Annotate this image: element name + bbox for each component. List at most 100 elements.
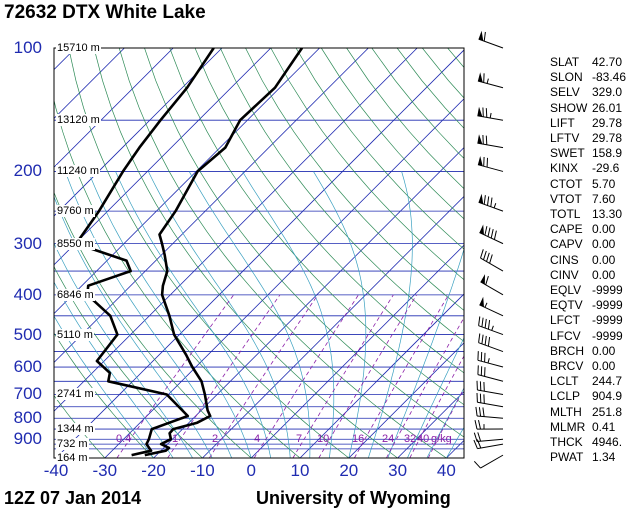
pressure-tick-label: 300	[13, 233, 42, 253]
pressure-tick-label: 400	[13, 284, 42, 304]
moist-adiabat	[367, 171, 413, 458]
mixing-ratio-label: 10	[317, 433, 330, 445]
index-name: LCLP	[550, 389, 581, 404]
wind-barb	[477, 134, 504, 149]
isotherm	[104, 98, 464, 458]
barb-staff	[480, 257, 504, 272]
barb-flag	[487, 196, 490, 206]
barb-staff	[477, 438, 504, 442]
wind-barb	[478, 316, 504, 336]
index-value: 904.9	[592, 389, 623, 404]
moist-adiabat	[387, 247, 464, 458]
index-name: CAPE	[550, 222, 583, 237]
index-row: KINX -29.6	[550, 161, 619, 175]
temperature-tick-label: 40	[436, 461, 456, 480]
index-value: 158.9	[592, 146, 623, 161]
barb-flag	[483, 31, 486, 42]
barb-staff	[477, 443, 504, 450]
index-row: THCK 4946.	[550, 435, 622, 449]
height-label: 6846 m	[56, 288, 95, 301]
isotherm	[299, 293, 464, 458]
barb-staff	[477, 389, 504, 395]
mixing-ratio-label: 0.4	[116, 433, 132, 445]
barb-flag	[485, 108, 488, 118]
barb-flag	[473, 460, 481, 469]
barb-flag	[480, 249, 484, 259]
wind-barb	[478, 193, 504, 212]
pressure-tick-label: 100	[13, 38, 42, 57]
height-label: 11240 m	[56, 165, 100, 178]
barb-flag	[485, 135, 488, 145]
mixing-ratio-line	[318, 294, 418, 458]
dry-adiabat	[270, 48, 464, 281]
isotherm	[202, 195, 464, 458]
barb-half-flag	[489, 112, 492, 118]
barb-flag	[474, 419, 478, 430]
temperature-tick-label: -20	[141, 461, 166, 480]
index-name: TOTL	[550, 207, 581, 221]
mixing-ratio-label: 32	[404, 433, 417, 445]
wind-barbs	[473, 30, 504, 469]
moist-adiabat	[426, 387, 464, 458]
barb-flag	[478, 407, 482, 417]
barb-flag	[486, 252, 490, 262]
index-row: CAPE 0.00	[550, 222, 615, 236]
observation-time: 12Z 07 Jan 2014	[4, 488, 142, 508]
index-name: KINX	[550, 161, 579, 176]
barb-flag	[490, 197, 493, 207]
index-row: LCLP 904.9	[550, 389, 622, 403]
plot-frame	[53, 47, 465, 459]
index-row: TOTL 13.30	[550, 207, 622, 221]
index-row: EQTV -9999	[550, 298, 623, 312]
index-value: -9999	[592, 298, 623, 313]
temperature-tick-label: -10	[190, 461, 215, 480]
barb-flag	[487, 320, 491, 330]
moist-adiabat	[54, 281, 174, 458]
index-value: 0.00	[592, 343, 616, 358]
mixing-ratio-label: 16	[352, 433, 365, 445]
barb-flag	[478, 316, 481, 326]
height-label: 15710 m	[56, 42, 101, 54]
pressure-tick-label: 700	[13, 384, 42, 404]
mixing-ratio-line	[253, 294, 359, 458]
grid-layer	[54, 48, 464, 458]
mixing-ratio-label: 1	[172, 433, 179, 445]
dry-adiabat	[321, 48, 464, 220]
index-row: CINV 0.00	[550, 268, 615, 282]
source-credit: University of Wyoming	[256, 488, 451, 508]
dry-adiabat	[54, 332, 154, 458]
isotherm	[54, 48, 272, 266]
temperature-tick-label: 10	[290, 461, 310, 480]
isotherm	[250, 244, 464, 458]
index-name: LFCV	[550, 328, 581, 343]
index-name: LCLT	[550, 374, 579, 389]
barb-pennant	[477, 156, 483, 166]
index-row: EQLV -9999	[550, 283, 623, 297]
mixing-ratio-label: 40	[417, 433, 430, 445]
moist-adiabat	[188, 171, 311, 458]
index-row: CTOT 5.70	[550, 177, 615, 191]
wind-barb	[478, 30, 504, 49]
index-value: 251.8	[592, 404, 623, 419]
wind-barb	[474, 419, 504, 430]
isotherm	[54, 48, 223, 217]
barb-pennant	[477, 106, 483, 117]
isotherm	[348, 342, 464, 458]
barb-staff	[478, 325, 504, 336]
mixing-ratio-line	[208, 294, 319, 458]
barb-staff	[477, 415, 504, 419]
barb-pennant	[479, 224, 484, 235]
wind-barb	[473, 454, 504, 469]
index-name: THCK	[550, 435, 583, 449]
index-value: -9999	[592, 283, 623, 297]
isotherm	[54, 48, 174, 168]
index-value: 0.00	[592, 237, 616, 252]
barb-flag	[487, 227, 491, 237]
moist-adiabat	[54, 195, 213, 458]
index-value: 329.0	[592, 85, 623, 100]
index-value: 5.70	[592, 176, 616, 191]
barb-pennant	[479, 296, 484, 307]
moist-adiabat	[446, 426, 464, 458]
isotherm	[55, 49, 464, 458]
